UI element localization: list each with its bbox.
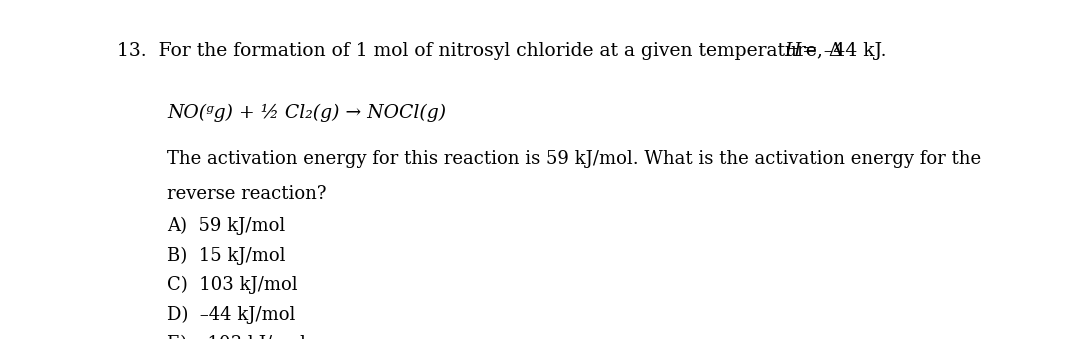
Text: The activation energy for this reaction is 59 kJ/mol. What is the activation ene: The activation energy for this reaction … (167, 150, 982, 168)
Text: B)  15 kJ/mol: B) 15 kJ/mol (167, 246, 286, 265)
Text: reverse reaction?: reverse reaction? (167, 185, 327, 203)
Text: A)  59 kJ/mol: A) 59 kJ/mol (167, 217, 285, 235)
Text: H: H (784, 42, 801, 60)
Text: = –44 kJ.: = –44 kJ. (797, 42, 887, 60)
Text: D)  –44 kJ/mol: D) –44 kJ/mol (167, 305, 296, 324)
Text: C)  103 kJ/mol: C) 103 kJ/mol (167, 276, 298, 294)
Text: E)  –103 kJ/mol: E) –103 kJ/mol (167, 335, 307, 339)
Text: NO(ᵍg) + ½ Cl₂(g) → NOCl(g): NO(ᵍg) + ½ Cl₂(g) → NOCl(g) (167, 103, 446, 122)
Text: 13.  For the formation of 1 mol of nitrosyl chloride at a given temperature, Δ: 13. For the formation of 1 mol of nitros… (117, 42, 842, 60)
